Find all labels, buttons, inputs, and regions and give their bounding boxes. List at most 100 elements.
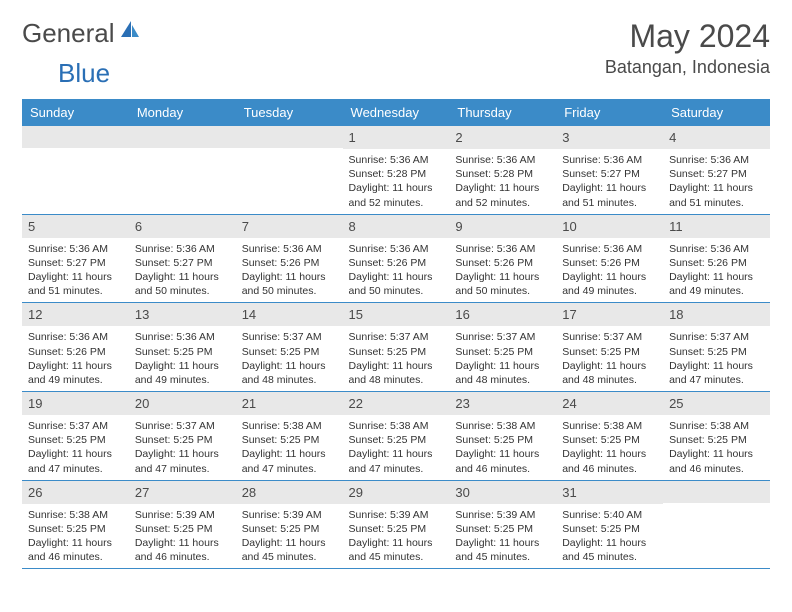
day-details: Sunrise: 5:36 AMSunset: 5:27 PMDaylight:… [663, 149, 770, 214]
sunrise-line: Sunrise: 5:40 AM [562, 508, 657, 522]
sunset-line: Sunset: 5:25 PM [242, 345, 337, 359]
sunset-line: Sunset: 5:28 PM [349, 167, 444, 181]
calendar-day-cell: 11Sunrise: 5:36 AMSunset: 5:26 PMDayligh… [663, 214, 770, 303]
calendar-day-cell: 10Sunrise: 5:36 AMSunset: 5:26 PMDayligh… [556, 214, 663, 303]
logo-text-blue: Blue [58, 58, 110, 88]
calendar-day-cell: 22Sunrise: 5:38 AMSunset: 5:25 PMDayligh… [343, 392, 450, 481]
sunset-line: Sunset: 5:25 PM [455, 522, 550, 536]
sunrise-line: Sunrise: 5:36 AM [135, 330, 230, 344]
sunset-line: Sunset: 5:26 PM [28, 345, 123, 359]
sunrise-line: Sunrise: 5:36 AM [669, 242, 764, 256]
calendar-table: Sunday Monday Tuesday Wednesday Thursday… [22, 99, 770, 569]
sunset-line: Sunset: 5:27 PM [562, 167, 657, 181]
calendar-day-cell [22, 126, 129, 214]
day-details: Sunrise: 5:38 AMSunset: 5:25 PMDaylight:… [343, 415, 450, 480]
day-details: Sunrise: 5:39 AMSunset: 5:25 PMDaylight:… [129, 504, 236, 569]
calendar-week-row: 1Sunrise: 5:36 AMSunset: 5:28 PMDaylight… [22, 126, 770, 214]
daylight-line: Daylight: 11 hours and 50 minutes. [349, 270, 444, 298]
day-details [663, 503, 770, 511]
sunrise-line: Sunrise: 5:36 AM [669, 153, 764, 167]
calendar-day-cell [236, 126, 343, 214]
sunset-line: Sunset: 5:25 PM [242, 522, 337, 536]
daylight-line: Daylight: 11 hours and 49 minutes. [562, 270, 657, 298]
day-details: Sunrise: 5:36 AMSunset: 5:25 PMDaylight:… [129, 326, 236, 391]
logo-text-general: General [22, 18, 115, 49]
sunset-line: Sunset: 5:25 PM [669, 345, 764, 359]
day-details: Sunrise: 5:36 AMSunset: 5:26 PMDaylight:… [343, 238, 450, 303]
day-number [129, 126, 236, 148]
day-details [22, 148, 129, 156]
sunset-line: Sunset: 5:27 PM [135, 256, 230, 270]
sunset-line: Sunset: 5:25 PM [562, 522, 657, 536]
day-details: Sunrise: 5:37 AMSunset: 5:25 PMDaylight:… [129, 415, 236, 480]
calendar-day-cell [129, 126, 236, 214]
sunset-line: Sunset: 5:25 PM [349, 433, 444, 447]
sunset-line: Sunset: 5:25 PM [135, 345, 230, 359]
day-number: 21 [236, 392, 343, 415]
day-number: 17 [556, 303, 663, 326]
calendar-day-cell: 20Sunrise: 5:37 AMSunset: 5:25 PMDayligh… [129, 392, 236, 481]
sunrise-line: Sunrise: 5:37 AM [349, 330, 444, 344]
day-details: Sunrise: 5:37 AMSunset: 5:25 PMDaylight:… [449, 326, 556, 391]
daylight-line: Daylight: 11 hours and 51 minutes. [562, 181, 657, 209]
sunrise-line: Sunrise: 5:37 AM [28, 419, 123, 433]
day-number: 25 [663, 392, 770, 415]
month-title: May 2024 [605, 18, 770, 55]
daylight-line: Daylight: 11 hours and 45 minutes. [349, 536, 444, 564]
logo: General [22, 18, 143, 49]
day-number: 10 [556, 215, 663, 238]
day-details [236, 148, 343, 156]
sunset-line: Sunset: 5:25 PM [562, 345, 657, 359]
sunset-line: Sunset: 5:25 PM [455, 345, 550, 359]
daylight-line: Daylight: 11 hours and 46 minutes. [455, 447, 550, 475]
daylight-line: Daylight: 11 hours and 51 minutes. [669, 181, 764, 209]
calendar-day-cell: 2Sunrise: 5:36 AMSunset: 5:28 PMDaylight… [449, 126, 556, 214]
sunset-line: Sunset: 5:25 PM [455, 433, 550, 447]
sunset-line: Sunset: 5:26 PM [349, 256, 444, 270]
daylight-line: Daylight: 11 hours and 47 minutes. [242, 447, 337, 475]
day-number: 19 [22, 392, 129, 415]
daylight-line: Daylight: 11 hours and 46 minutes. [135, 536, 230, 564]
sunrise-line: Sunrise: 5:37 AM [455, 330, 550, 344]
day-details: Sunrise: 5:36 AMSunset: 5:26 PMDaylight:… [236, 238, 343, 303]
sunrise-line: Sunrise: 5:36 AM [242, 242, 337, 256]
day-number [236, 126, 343, 148]
daylight-line: Daylight: 11 hours and 50 minutes. [455, 270, 550, 298]
calendar-day-cell: 16Sunrise: 5:37 AMSunset: 5:25 PMDayligh… [449, 303, 556, 392]
sunrise-line: Sunrise: 5:36 AM [349, 153, 444, 167]
day-number: 31 [556, 481, 663, 504]
sunset-line: Sunset: 5:25 PM [669, 433, 764, 447]
sunset-line: Sunset: 5:25 PM [562, 433, 657, 447]
sunrise-line: Sunrise: 5:39 AM [242, 508, 337, 522]
day-number: 30 [449, 481, 556, 504]
sunset-line: Sunset: 5:25 PM [349, 345, 444, 359]
sunrise-line: Sunrise: 5:36 AM [28, 330, 123, 344]
daylight-line: Daylight: 11 hours and 47 minutes. [669, 359, 764, 387]
daylight-line: Daylight: 11 hours and 51 minutes. [28, 270, 123, 298]
sunrise-line: Sunrise: 5:37 AM [562, 330, 657, 344]
sunset-line: Sunset: 5:26 PM [455, 256, 550, 270]
day-details: Sunrise: 5:37 AMSunset: 5:25 PMDaylight:… [556, 326, 663, 391]
sunrise-line: Sunrise: 5:38 AM [562, 419, 657, 433]
daylight-line: Daylight: 11 hours and 46 minutes. [669, 447, 764, 475]
day-number: 6 [129, 215, 236, 238]
day-number: 11 [663, 215, 770, 238]
calendar-week-row: 5Sunrise: 5:36 AMSunset: 5:27 PMDaylight… [22, 214, 770, 303]
calendar-day-cell: 27Sunrise: 5:39 AMSunset: 5:25 PMDayligh… [129, 480, 236, 569]
daylight-line: Daylight: 11 hours and 52 minutes. [455, 181, 550, 209]
sunset-line: Sunset: 5:25 PM [28, 433, 123, 447]
daylight-line: Daylight: 11 hours and 48 minutes. [455, 359, 550, 387]
sunrise-line: Sunrise: 5:39 AM [135, 508, 230, 522]
day-number: 27 [129, 481, 236, 504]
calendar-day-cell: 8Sunrise: 5:36 AMSunset: 5:26 PMDaylight… [343, 214, 450, 303]
day-number: 3 [556, 126, 663, 149]
day-details: Sunrise: 5:36 AMSunset: 5:26 PMDaylight:… [663, 238, 770, 303]
day-number: 28 [236, 481, 343, 504]
daylight-line: Daylight: 11 hours and 50 minutes. [242, 270, 337, 298]
day-details: Sunrise: 5:39 AMSunset: 5:25 PMDaylight:… [449, 504, 556, 569]
day-number: 13 [129, 303, 236, 326]
logo-sail-icon [119, 19, 141, 44]
day-number: 23 [449, 392, 556, 415]
day-number: 15 [343, 303, 450, 326]
sunset-line: Sunset: 5:25 PM [242, 433, 337, 447]
